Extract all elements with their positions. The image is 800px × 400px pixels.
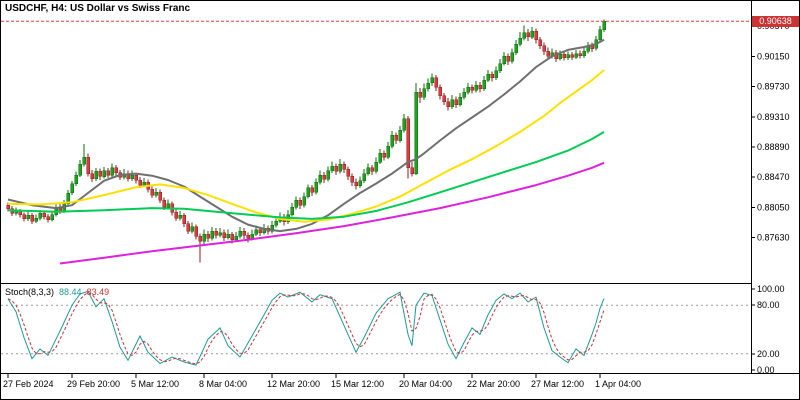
main-plot-area[interactable] bbox=[1, 1, 751, 283]
stochastic-signal-value: 83.49 bbox=[86, 287, 110, 297]
stochastic-name: Stoch(8,3,3) bbox=[5, 287, 55, 297]
price-axis-label: 0.89310 bbox=[757, 112, 790, 122]
price-axis-label: 0.88890 bbox=[757, 142, 790, 152]
ma-slow-green bbox=[7, 131, 605, 220]
stoch-axis-label: 0.00 bbox=[757, 365, 775, 375]
time-axis-label: 27 Feb 2024 bbox=[3, 379, 54, 389]
time-scale-area[interactable] bbox=[1, 375, 799, 399]
time-axis-label: 29 Feb 20:00 bbox=[67, 379, 120, 389]
candlestick-series bbox=[6, 19, 606, 263]
stochastic-main-line bbox=[7, 290, 605, 366]
ma-trend-magenta bbox=[59, 161, 605, 265]
stoch-axis-label: 80.00 bbox=[757, 300, 780, 310]
current-price-badge: 0.90638 bbox=[752, 15, 799, 27]
price-scale-area[interactable] bbox=[752, 1, 800, 373]
time-axis-label: 5 Mar 12:00 bbox=[131, 379, 179, 389]
price-axis-label: 0.88470 bbox=[757, 172, 790, 182]
stochastic-indicator-label: Stoch(8,3,3) 88.44 83.49 bbox=[5, 287, 114, 297]
time-axis-label: 8 Mar 04:00 bbox=[199, 379, 247, 389]
price-axis-label: 0.87630 bbox=[757, 233, 790, 243]
ma-fast-gray bbox=[7, 38, 605, 233]
stoch-axis-label: 100.00 bbox=[757, 284, 785, 294]
price-axis-label: 0.90150 bbox=[757, 51, 790, 61]
time-axis-label: 12 Mar 20:00 bbox=[267, 379, 320, 389]
stoch-panel-border bbox=[0, 283, 752, 374]
price-axis-label: 0.88050 bbox=[757, 202, 790, 212]
chart-title: USDCHF, H4: US Dollar vs Swiss Franc bbox=[5, 3, 191, 14]
stochastic-main-value: 88.44 bbox=[59, 287, 82, 297]
time-axis-label: 20 Mar 04:00 bbox=[399, 379, 452, 389]
stoch-axis-label: 20.00 bbox=[757, 349, 780, 359]
stochastic-plot-area[interactable] bbox=[1, 285, 751, 373]
price-axis-label: 0.89730 bbox=[757, 82, 790, 92]
time-axis-label: 15 Mar 12:00 bbox=[331, 379, 384, 389]
time-axis-label: 27 Mar 12:00 bbox=[531, 379, 584, 389]
time-axis-label: 1 Apr 04:00 bbox=[595, 379, 641, 389]
time-axis-label: 22 Mar 20:00 bbox=[467, 379, 520, 389]
